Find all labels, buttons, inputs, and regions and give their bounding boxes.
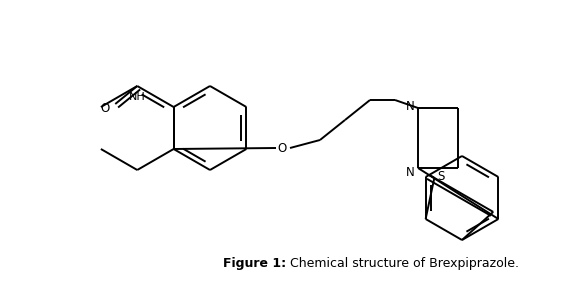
Text: O: O xyxy=(101,102,110,114)
Text: O: O xyxy=(277,142,286,154)
Text: S: S xyxy=(438,170,445,183)
Text: N: N xyxy=(406,100,414,112)
Text: Chemical structure of Brexpiprazole.: Chemical structure of Brexpiprazole. xyxy=(286,257,519,269)
Text: NH: NH xyxy=(129,92,146,102)
Text: N: N xyxy=(406,166,414,178)
Text: Figure 1:: Figure 1: xyxy=(223,257,286,269)
